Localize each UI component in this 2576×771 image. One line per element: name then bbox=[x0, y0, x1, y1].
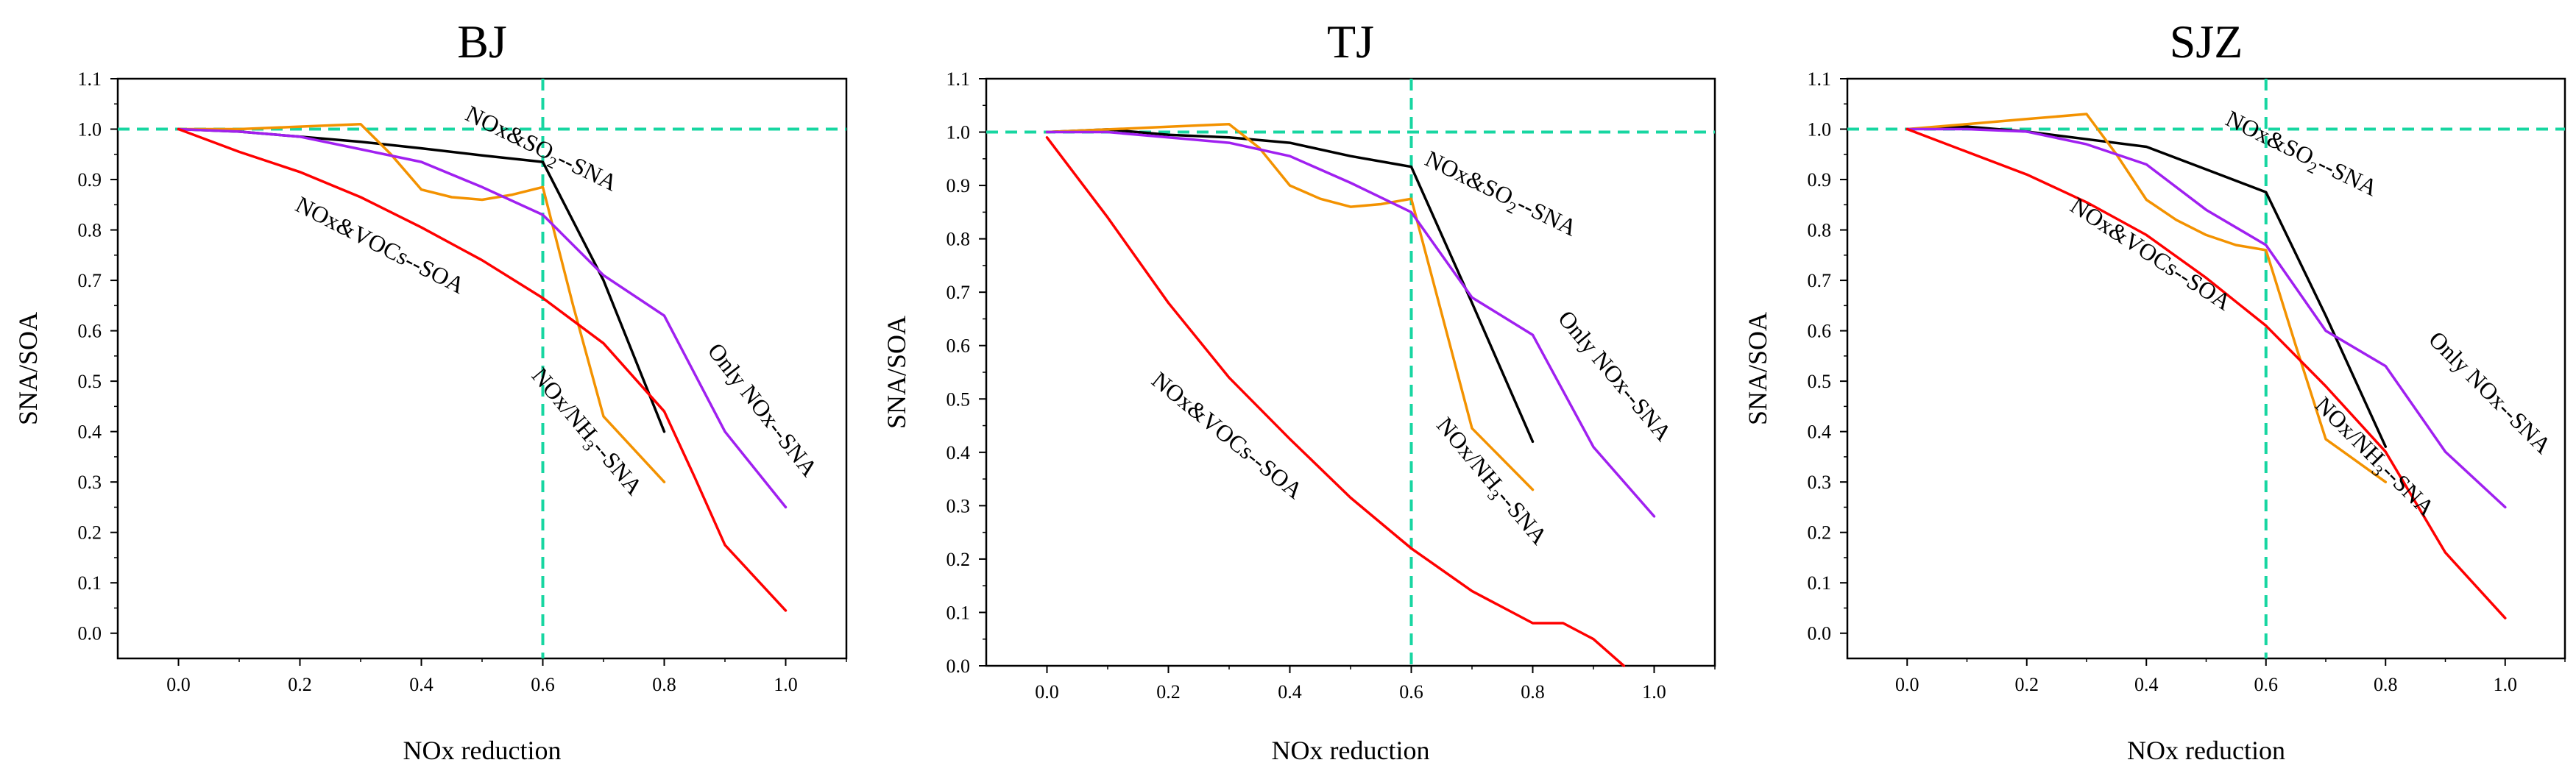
y-tick-label: 1.1 bbox=[946, 68, 971, 90]
series-annotation: NOx&SO2--SNA bbox=[460, 100, 622, 200]
series-line-nox-nh3-sna bbox=[177, 122, 666, 483]
series-annotation: NOx&VOCs--SOA bbox=[1147, 366, 1308, 504]
x-tick-label: 0.4 bbox=[2134, 674, 2159, 695]
y-tick-label: 0.8 bbox=[78, 220, 102, 241]
y-tick-label: 0.9 bbox=[78, 169, 102, 191]
x-tick-label: 1.0 bbox=[2494, 674, 2518, 695]
x-tick-label: 0.2 bbox=[2015, 674, 2039, 695]
y-axis-label: SNA/SOA bbox=[1743, 312, 1772, 425]
series-line-nox-vocs-soa bbox=[1906, 127, 2507, 619]
series-line-nox-so2-sna bbox=[1906, 125, 2388, 448]
series-annotation: NOx&SO2--SNA bbox=[1419, 145, 1581, 245]
x-tick-label: 0.4 bbox=[409, 674, 434, 695]
chart-panel-sjz: SJZ 0.0 0.2 0.4 0.6 0.8 1.0 0.0 0.1 0.2 0.3 0.4 0.5 0… bbox=[1743, 15, 2566, 765]
x-tick-label: 0.2 bbox=[288, 674, 312, 695]
x-tick-label: 0.0 bbox=[166, 674, 191, 695]
x-tick-label: 0.8 bbox=[1521, 681, 1545, 703]
y-tick-label: 0.3 bbox=[946, 495, 971, 516]
y-tick-label: 0.1 bbox=[78, 572, 102, 594]
y-tick-label: 0.0 bbox=[78, 623, 102, 644]
chart-title: SJZ bbox=[2170, 15, 2243, 68]
y-tick-label: 0.6 bbox=[1808, 321, 1832, 342]
x-tick-label: 0.4 bbox=[1278, 681, 1302, 703]
x-tick-label: 0.2 bbox=[1156, 681, 1181, 703]
y-tick-label: 0.8 bbox=[946, 229, 971, 250]
y-axis-label: SNA/SOA bbox=[13, 312, 43, 425]
series-annotation: Only NOx--SNA bbox=[2424, 326, 2557, 459]
chart-title: TJ bbox=[1327, 15, 1374, 68]
y-tick-label: 0.4 bbox=[1808, 422, 1832, 443]
x-tick-label: 0.6 bbox=[1399, 681, 1423, 703]
y-tick-label: 0.2 bbox=[946, 549, 971, 570]
series-annotation: NOx&SO2--SNA bbox=[2220, 105, 2382, 205]
y-tick-label: 1.1 bbox=[78, 68, 102, 90]
y-tick-label: 0.9 bbox=[1808, 169, 1832, 191]
series-line-nox-vocs-soa bbox=[177, 127, 788, 612]
x-axis-label: NOx reduction bbox=[2127, 736, 2285, 765]
series-annotation: Only NOx--SNA bbox=[1553, 305, 1677, 446]
y-tick-label: 0.5 bbox=[946, 388, 971, 410]
series-line-nox-nh3-sna bbox=[1906, 113, 2388, 483]
x-tick-label: 0.0 bbox=[1035, 681, 1059, 703]
y-tick-label: 1.1 bbox=[1808, 68, 1832, 90]
chart-panel-bj: BJ 0.0 0.2 0.4 0.6 0.8 1.0 0.0 0.1 0.2 0.3 0.4 0.5 0.… bbox=[13, 15, 848, 765]
x-tick-label: 1.0 bbox=[774, 674, 798, 695]
x-tick-label: 1.0 bbox=[1642, 681, 1666, 703]
y-tick-label: 0.7 bbox=[78, 270, 102, 291]
series-line-only-nox-sna bbox=[177, 127, 788, 509]
y-tick-label: 0.8 bbox=[1808, 220, 1832, 241]
series-line-nox-vocs-soa bbox=[1045, 136, 1626, 667]
series-annotation: NOx&VOCs--SOA bbox=[2066, 192, 2236, 316]
chart-panel-tj: TJ 0.0 0.2 0.4 0.6 0.8 1.0 0.0 0.1 0.2 0.3 0.4 0.5 0.… bbox=[882, 15, 1716, 765]
y-tick-label: 0.4 bbox=[78, 422, 102, 443]
series-annotation: Only NOx--SNA bbox=[703, 338, 824, 481]
y-tick-label: 0.1 bbox=[946, 602, 971, 623]
y-tick-label: 0.7 bbox=[1808, 270, 1832, 291]
series-line-only-nox-sna bbox=[1906, 127, 2507, 509]
y-tick-label: 0.1 bbox=[1808, 572, 1832, 594]
x-tick-label: 0.8 bbox=[652, 674, 676, 695]
y-tick-label: 0.3 bbox=[78, 472, 102, 493]
y-tick-label: 0.4 bbox=[946, 442, 971, 463]
y-tick-label: 1.0 bbox=[1808, 119, 1832, 141]
y-tick-label: 0.2 bbox=[1808, 522, 1832, 544]
y-tick-label: 0.6 bbox=[78, 321, 102, 342]
y-tick-label: 0.0 bbox=[946, 655, 971, 677]
y-tick-label: 0.7 bbox=[946, 282, 971, 303]
y-tick-label: 1.0 bbox=[78, 119, 102, 141]
chart-title: BJ bbox=[457, 15, 507, 68]
x-tick-label: 0.0 bbox=[1895, 674, 1919, 695]
y-tick-label: 0.0 bbox=[1808, 623, 1832, 644]
series-line-nox-so2-sna bbox=[1045, 128, 1535, 444]
y-tick-label: 0.3 bbox=[1808, 472, 1832, 493]
x-axis-label: NOx reduction bbox=[403, 736, 562, 765]
series-line-only-nox-sna bbox=[1045, 130, 1656, 518]
y-tick-label: 1.0 bbox=[946, 122, 971, 143]
series-annotation: NOx/NH3--SNA bbox=[1429, 412, 1554, 553]
y-tick-label: 0.6 bbox=[946, 335, 971, 357]
x-tick-label: 0.6 bbox=[531, 674, 555, 695]
x-tick-label: 0.8 bbox=[2374, 674, 2398, 695]
y-axis-label: SNA/SOA bbox=[882, 316, 911, 429]
series-annotation: NOx/NH3--SNA bbox=[2307, 391, 2441, 525]
y-tick-label: 0.5 bbox=[78, 371, 102, 392]
y-tick-label: 0.5 bbox=[1808, 371, 1832, 392]
y-tick-label: 0.9 bbox=[946, 175, 971, 196]
x-tick-label: 0.6 bbox=[2254, 674, 2279, 695]
series-line-nox-nh3-sna bbox=[1045, 122, 1535, 491]
x-axis-label: NOx reduction bbox=[1272, 736, 1430, 765]
y-tick-label: 0.2 bbox=[78, 522, 102, 544]
